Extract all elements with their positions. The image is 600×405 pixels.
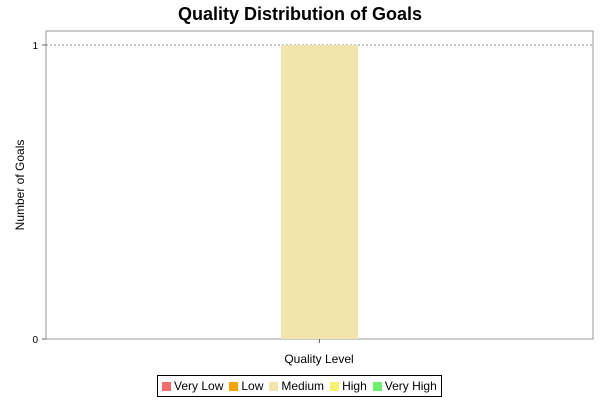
y-tick-label: 1 [32,41,38,52]
legend-item: Low [229,379,263,393]
legend: Very Low Low Medium High Very High [157,375,442,397]
legend-label: Medium [281,379,325,393]
x-axis-label: Quality Level [284,352,353,366]
chart-title: Quality Distribution of Goals [178,4,422,24]
legend-swatch [330,381,340,391]
legend-label: Very High [384,379,437,393]
bar-medium [281,45,358,339]
y-tick-label: 0 [32,335,38,346]
bars [281,45,358,339]
legend-swatch [229,381,239,391]
legend-item: High [330,379,367,393]
y-axis-label: Number of Goals [13,140,27,231]
legend-label: High [342,379,367,393]
legend-swatch [162,381,171,391]
y-axis-ticks: 01 [32,41,320,346]
legend-label: Low [241,379,264,393]
legend-item: Very Low [162,379,223,393]
legend-swatch [269,381,279,391]
legend-label: Very Low [174,379,224,393]
legend-item: Medium [269,379,324,393]
legend-swatch [372,381,382,391]
legend-item: Very High [372,379,437,393]
